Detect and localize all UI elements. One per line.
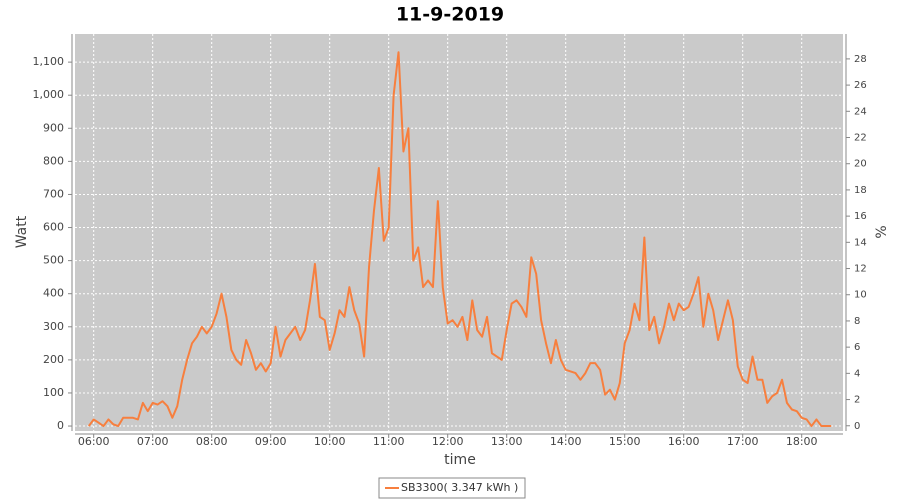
y-axis-label: Watt — [14, 215, 30, 248]
y-tick-label: 300 — [43, 320, 64, 333]
x-tick-label: 09:00 — [255, 435, 287, 448]
y2-tick-label: 14 — [854, 237, 867, 248]
y-tick-label: 1,100 — [33, 55, 65, 68]
y2-tick-label: 26 — [854, 80, 867, 91]
chart-title: 11-9-2019 — [396, 4, 504, 26]
y2-tick-label: 18 — [854, 185, 867, 196]
y-tick-label: 100 — [43, 386, 64, 399]
x-tick-label: 17:00 — [727, 435, 759, 448]
x-axis-label: time — [444, 452, 476, 468]
y2-axis-label: % — [874, 225, 890, 238]
x-tick-label: 07:00 — [137, 435, 169, 448]
x-tick-label: 18:00 — [786, 435, 818, 448]
y2-tick-label: 24 — [854, 106, 867, 117]
y2-tick-label: 0 — [854, 421, 860, 432]
y2-tick-label: 4 — [854, 368, 860, 379]
x-tick-label: 08:00 — [196, 435, 228, 448]
legend-label: SB3300( 3.347 kWh ) — [401, 481, 518, 494]
y2-tick-label: 20 — [854, 159, 867, 170]
y2-tick-label: 2 — [854, 395, 860, 406]
x-tick-label: 06:00 — [78, 435, 110, 448]
x-tick-label: 16:00 — [668, 435, 700, 448]
data-line — [87, 51, 832, 428]
y2-tick-label: 28 — [854, 54, 867, 65]
y2-tick-label: 22 — [854, 133, 867, 144]
y-tick-label: 700 — [43, 187, 64, 200]
y-tick-label: 1,000 — [33, 88, 65, 101]
y-tick-label: 900 — [43, 121, 64, 134]
y-tick-label: 200 — [43, 353, 64, 366]
y-tick-label: 500 — [43, 254, 64, 267]
x-tick-label: 12:00 — [432, 435, 464, 448]
x-tick-label: 10:00 — [314, 435, 346, 448]
y-tick-label: 0 — [57, 419, 64, 432]
x-tick-label: 14:00 — [550, 435, 582, 448]
y-tick-label: 600 — [43, 221, 64, 234]
plot-area — [75, 34, 843, 431]
y2-tick-label: 8 — [854, 316, 860, 327]
y2-tick-label: 16 — [854, 211, 867, 222]
x-tick-label: 13:00 — [491, 435, 523, 448]
x-tick-label: 11:00 — [373, 435, 405, 448]
legend-box — [378, 477, 526, 499]
y-tick-label: 400 — [43, 287, 64, 300]
y2-tick-label: 12 — [854, 264, 867, 275]
y-tick-label: 800 — [43, 154, 64, 167]
y2-tick-label: 6 — [854, 342, 860, 353]
y2-tick-label: 10 — [854, 290, 867, 301]
x-tick-label: 15:00 — [609, 435, 641, 448]
